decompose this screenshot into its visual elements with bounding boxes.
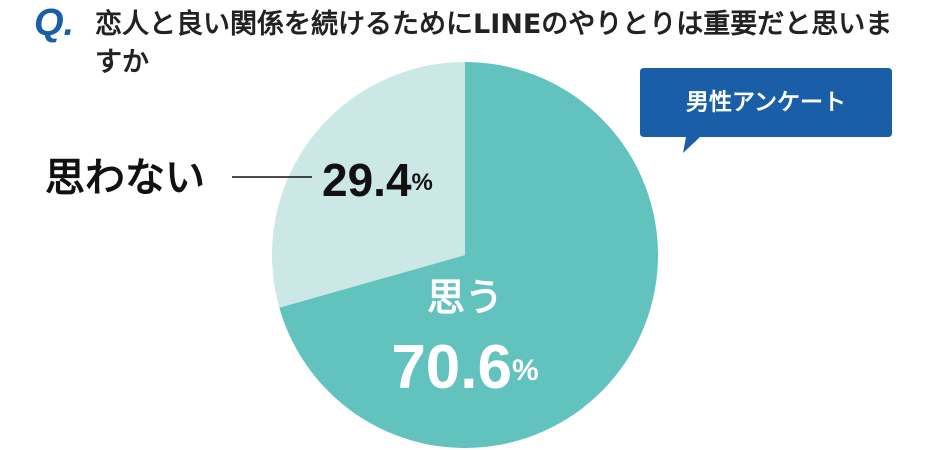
value-label: 29.4% <box>322 154 433 206</box>
question-marker: Q. <box>34 2 75 44</box>
pie-slice <box>279 62 658 448</box>
chart-title: 恋人と良い関係を続けるためにLINEのやりとりは重要だと思いますか <box>95 9 893 78</box>
badge-text: 男性アンケート <box>686 90 846 116</box>
badge-box <box>640 68 892 153</box>
value-label: 70.6% <box>391 333 538 402</box>
pie-slice <box>272 62 465 308</box>
slice-label: 思う <box>427 276 503 320</box>
slice-label: 思わない <box>45 155 205 201</box>
